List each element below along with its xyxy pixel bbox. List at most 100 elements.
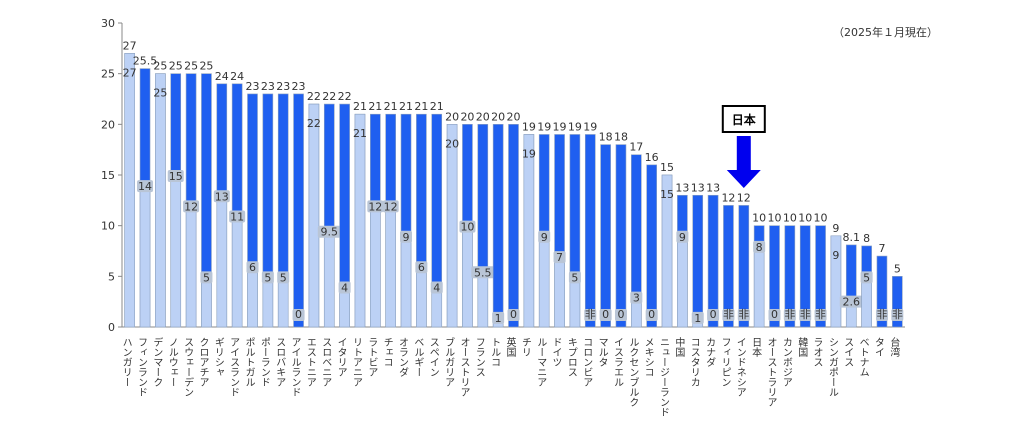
reduced-label-box: [645, 309, 658, 321]
reduced-label-box: [584, 309, 597, 321]
standard-rate-label: 20: [491, 110, 505, 123]
standard-rate-bar: [707, 194, 719, 328]
standard-rate-label: 20: [476, 110, 490, 123]
reduced-rate-label: 13: [215, 190, 229, 203]
standard-rate-label: 17: [629, 141, 643, 154]
japan-arrow-icon: [726, 136, 761, 188]
reduced-rate-bar: [523, 134, 535, 328]
standard-rate-bar: [508, 124, 519, 328]
category-label: スイス: [842, 337, 854, 367]
category-label: ポーランド: [258, 337, 270, 387]
reduced-rate-bar: [155, 73, 166, 328]
reduced-label-box: [459, 220, 476, 233]
standard-rate-bar: [815, 225, 826, 328]
reduced-rate-label: 非: [723, 308, 734, 321]
category-label: キプロス: [565, 337, 576, 377]
standard-rate-bar: [293, 93, 304, 328]
standard-rate-label: 25: [169, 60, 183, 73]
reduced-label-box: [246, 261, 259, 274]
reduced-rate-label: 非: [800, 308, 811, 321]
reduced-rate-label: 9: [832, 249, 839, 262]
category-label: シンガポール: [826, 337, 838, 397]
category-label: エストニア: [304, 337, 316, 387]
reduced-rate-label: 11: [230, 211, 244, 224]
standard-rate-label: 7: [878, 242, 885, 255]
reduced-label-box: [367, 200, 384, 213]
reduced-rate-bar: [661, 174, 673, 328]
category-label: コスタリカ: [688, 337, 700, 387]
reduced-label-box: [167, 170, 184, 182]
standard-rate-label: 22: [338, 90, 352, 103]
category-label: ベルギー: [412, 337, 424, 377]
reduced-label-box: [415, 261, 428, 274]
reduced-rate-bar: [216, 194, 228, 328]
reduced-label-box: [338, 281, 351, 294]
category-label: ベトナム: [857, 337, 869, 377]
standard-rate-label: 12: [737, 191, 751, 204]
reduced-rate-label: 0: [771, 308, 778, 321]
reduced-label-box: [707, 309, 720, 321]
reduced-rate-label: 21: [353, 127, 367, 140]
category-label: トルコ: [489, 337, 501, 367]
japan-callout-label: 日本: [732, 112, 756, 127]
standard-rate-label: 21: [353, 100, 367, 113]
reduced-rate-label: 20: [445, 137, 459, 150]
reduced-rate-label: 14: [138, 180, 152, 193]
standard-rate-bar: [892, 276, 903, 328]
category-label: オーストラリア: [765, 337, 776, 407]
standard-rate-label: 19: [568, 120, 582, 133]
category-label: イタリア: [335, 337, 347, 377]
reduced-label-box: [507, 309, 520, 321]
reduced-rate-label: 5: [264, 271, 271, 284]
reduced-rate-label: 5.5: [474, 266, 492, 279]
category-label: ハンガリー: [120, 337, 132, 387]
reduced-rate-label: 0: [710, 308, 717, 321]
standard-rate-label: 13: [675, 181, 689, 194]
reduced-label-box: [317, 225, 341, 238]
standard-rate-label: 21: [399, 100, 413, 113]
japan-callout-box: [721, 105, 766, 133]
category-label: スロバキア: [274, 337, 286, 387]
reduced-rate-label: 3: [633, 292, 640, 305]
category-label: ラトビア: [366, 337, 377, 377]
reduced-rate-label: 9: [403, 231, 410, 244]
reduced-label-box: [183, 200, 200, 213]
reduced-label-box: [630, 291, 643, 304]
standard-rate-bar: [600, 144, 611, 328]
category-label: クロアチア: [197, 337, 208, 387]
category-label: チェコ: [381, 337, 392, 367]
reduced-rate-label: 9.5: [321, 226, 339, 239]
reduced-rate-label: 8: [756, 241, 763, 254]
standard-rate-label: 16: [645, 151, 659, 164]
category-label: メキシコ: [642, 337, 653, 377]
y-tick-label: 5: [108, 270, 115, 283]
reduced-label-box: [783, 309, 796, 321]
reduced-rate-bar: [677, 235, 688, 328]
reduced-rate-bar: [477, 270, 489, 328]
reduced-label-box: [400, 230, 413, 243]
category-label: デンマーク: [151, 336, 163, 387]
reduced-rate-bar: [370, 205, 381, 328]
reduced-label-box: [568, 271, 581, 284]
category-label: ポルトガル: [243, 337, 255, 387]
reduced-rate-label: 12: [368, 200, 382, 213]
category-label: オーストリア: [458, 337, 469, 397]
standard-rate-label: 25.5: [133, 55, 158, 68]
standard-rate-bar: [723, 205, 734, 328]
reduced-label-box: [768, 309, 781, 321]
reduced-rate-bar: [400, 235, 412, 328]
reduced-rate-label: 1: [694, 312, 701, 325]
y-tick-label: 10: [101, 220, 115, 233]
reduced-rate-label: 9: [679, 231, 686, 244]
reduced-rate-label: 5: [280, 271, 287, 284]
reduced-rate-bar: [554, 255, 565, 328]
standard-rate-label: 8: [863, 232, 870, 245]
reduced-label-box: [814, 309, 827, 321]
standard-rate-label: 19: [522, 120, 536, 133]
category-label: 中国: [673, 336, 685, 358]
reduced-rate-bar: [385, 205, 396, 328]
reduced-rate-label: 5: [571, 271, 578, 284]
reduced-rate-bar: [830, 235, 842, 328]
standard-rate-label: 23: [246, 80, 260, 93]
standard-rate-label: 10: [783, 212, 797, 225]
